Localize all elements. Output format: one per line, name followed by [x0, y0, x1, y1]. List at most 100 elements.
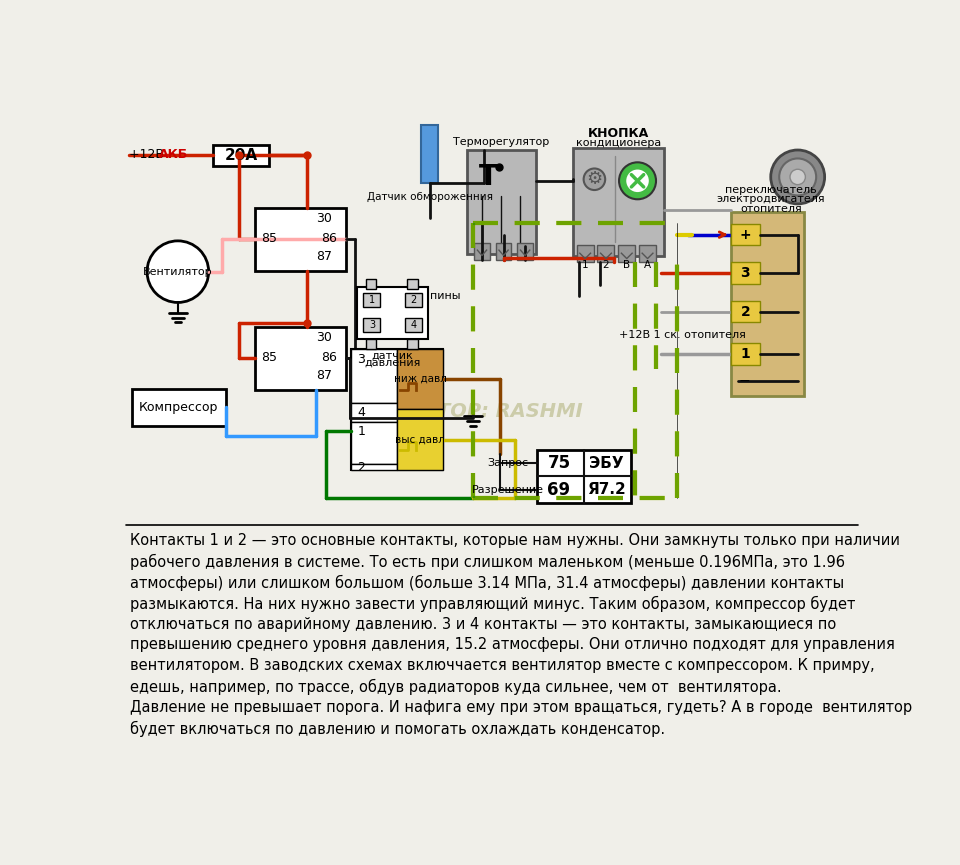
Text: +12В 1 ск. отопителя: +12В 1 ск. отопителя	[619, 330, 746, 340]
Bar	[517, 243, 533, 260]
Text: ⚙: ⚙	[587, 170, 603, 189]
Bar	[366, 339, 376, 349]
Text: 1: 1	[357, 425, 365, 438]
Circle shape	[584, 169, 605, 190]
Text: рабочего давления в системе. То есть при слишком маленьком (меньше 0.196МПа, это: рабочего давления в системе. То есть при…	[131, 554, 845, 570]
Text: электродвигателя: электродвигателя	[717, 195, 826, 204]
Text: АКБ: АКБ	[158, 148, 188, 161]
Text: 86: 86	[321, 351, 337, 364]
Text: пины: пины	[430, 292, 460, 301]
Text: +12В: +12В	[129, 148, 168, 161]
Bar	[421, 125, 438, 183]
Bar	[132, 388, 226, 426]
Text: вентилятором. В заводских схемах включчается вентилятор вместе с компрессором. К: вентилятором. В заводских схемах включча…	[131, 658, 875, 673]
Bar	[407, 339, 418, 349]
Text: 1: 1	[369, 295, 375, 305]
Text: атмосферы) или слишком большом (больше 3.14 МПа, 31.4 атмосферы) давлении контак: атмосферы) или слишком большом (больше 3…	[131, 575, 844, 591]
Text: Контакты 1 и 2 — это основные контакты, которые нам нужны. Они замкнуты только п: Контакты 1 и 2 — это основные контакты, …	[131, 534, 900, 548]
Bar	[357, 287, 428, 339]
Bar	[731, 224, 760, 246]
Text: 3: 3	[369, 320, 375, 330]
Text: 86: 86	[321, 232, 337, 245]
Text: 1: 1	[740, 347, 750, 361]
Text: 2: 2	[603, 260, 610, 271]
Bar	[731, 301, 760, 323]
Circle shape	[790, 170, 805, 184]
Text: Вентилятор: Вентилятор	[143, 266, 213, 277]
Bar	[639, 246, 656, 262]
Text: A: A	[644, 260, 651, 271]
Bar	[496, 243, 512, 260]
Text: Датчик обмороженния: Датчик обмороженния	[367, 192, 492, 202]
Text: переключатель: переключатель	[726, 185, 817, 195]
Text: Разрешение: Разрешение	[471, 484, 543, 495]
Bar	[731, 262, 760, 284]
Bar	[731, 343, 760, 365]
Text: ниж давл: ниж давл	[394, 374, 446, 384]
Bar	[577, 246, 593, 262]
Text: отопителя: отопителя	[740, 203, 802, 214]
Text: будет включаться по давлению и помогать охлаждать конденсатор.: будет включаться по давлению и помогать …	[131, 721, 665, 737]
Bar	[537, 451, 631, 503]
Text: 85: 85	[261, 351, 276, 364]
Text: отключаться по аварийному давлению. 3 и 4 контакты — это контакты, замыкающиеся : отключаться по аварийному давлению. 3 и …	[131, 617, 836, 631]
Text: 20А: 20А	[225, 148, 257, 163]
Bar	[467, 150, 536, 254]
Text: Давление не превышает порога. И нафига ему при этом вращаться, гудеть? А в город: Давление не превышает порога. И нафига е…	[131, 700, 912, 714]
Text: 69: 69	[547, 481, 570, 498]
Text: 85: 85	[261, 232, 276, 245]
Bar	[364, 317, 380, 331]
Text: 2: 2	[740, 304, 750, 318]
Text: Компрессор: Компрессор	[139, 400, 218, 413]
Text: B: B	[623, 260, 631, 271]
Text: 87: 87	[316, 369, 332, 382]
Bar	[405, 293, 422, 307]
Bar	[731, 212, 804, 396]
Bar	[597, 246, 614, 262]
Bar	[213, 144, 269, 166]
Text: едешь, например, по трассе, обдув радиаторов куда сильнее, чем от  вентилятора.: едешь, например, по трассе, обдув радиат…	[131, 679, 781, 695]
Text: КНОПКА: КНОПКА	[588, 126, 649, 139]
Bar	[364, 293, 380, 307]
Text: +: +	[739, 227, 751, 241]
Text: ЭБУ: ЭБУ	[589, 456, 624, 471]
Bar	[397, 349, 444, 409]
Bar	[351, 349, 397, 403]
Bar	[366, 279, 376, 289]
Text: АВТОР: RASHMI: АВТОР: RASHMI	[407, 402, 583, 421]
Text: 30: 30	[316, 331, 332, 344]
Text: 87: 87	[316, 250, 332, 263]
Text: 1: 1	[582, 260, 588, 271]
Circle shape	[625, 169, 650, 193]
Bar	[254, 208, 346, 271]
Text: 3: 3	[740, 266, 750, 280]
Text: 75: 75	[547, 454, 570, 472]
Bar	[351, 349, 444, 471]
Bar	[351, 465, 397, 471]
Text: 2: 2	[357, 461, 365, 474]
Bar	[618, 246, 636, 262]
Bar	[474, 243, 490, 260]
Text: кондиционера: кондиционера	[576, 138, 660, 148]
Text: превышению среднего уровня давления, 15.2 атмосферы. Они отлично подходят для уп: превышению среднего уровня давления, 15.…	[131, 638, 895, 652]
Bar	[254, 327, 346, 390]
Text: давления: давления	[365, 358, 420, 368]
Bar	[407, 279, 418, 289]
Circle shape	[619, 163, 656, 199]
Bar	[573, 149, 663, 256]
Bar	[351, 403, 397, 422]
Text: датчик: датчик	[372, 350, 414, 360]
Text: −: −	[738, 374, 750, 388]
Bar	[351, 422, 397, 465]
Bar	[397, 409, 444, 471]
Text: 3: 3	[357, 353, 365, 366]
Text: Терморегулятор: Терморегулятор	[453, 138, 549, 147]
Text: 2: 2	[410, 295, 417, 305]
Text: размыкаются. На них нужно завести управляющий минус. Таким образом, компрессор б: размыкаются. На них нужно завести управл…	[131, 596, 855, 612]
Text: 4: 4	[410, 320, 417, 330]
Text: 30: 30	[316, 212, 332, 225]
Circle shape	[780, 158, 816, 195]
Circle shape	[771, 150, 825, 204]
Text: Т: Т	[479, 163, 497, 191]
Circle shape	[147, 240, 208, 303]
